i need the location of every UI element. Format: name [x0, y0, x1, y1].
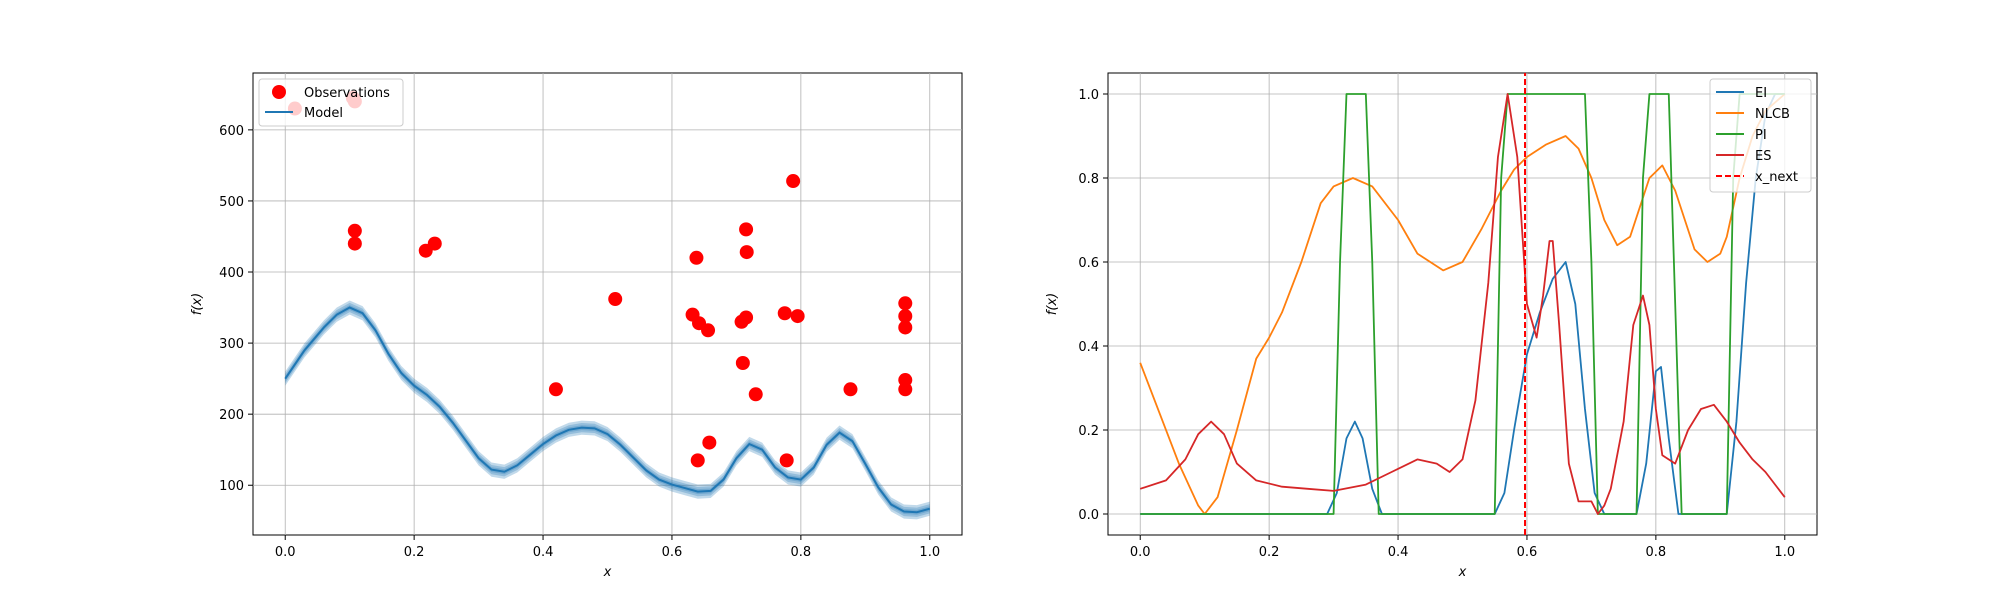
observation-point	[779, 453, 794, 468]
x-tick-label: 1.0	[919, 545, 940, 560]
x-tick-label: 0.6	[662, 545, 683, 560]
acquisition-plot-legend: EI NLCB PI ES x_next	[1709, 78, 1812, 193]
x-tick-label: 0.0	[1130, 545, 1151, 560]
observation-point	[748, 387, 763, 402]
model-plot-legend: Observations Model	[258, 78, 404, 127]
model-mean-line	[284, 306, 931, 514]
y-tick-label: 400	[219, 266, 244, 281]
y-tick-label: 500	[219, 195, 244, 210]
series-line-ei	[1140, 93, 1785, 515]
y-tick-label: 0.2	[1078, 424, 1099, 439]
x-tick-label: 0.8	[1646, 545, 1667, 560]
x-tick-label: 0.4	[533, 545, 554, 560]
observation-point	[843, 382, 858, 397]
observation-point	[777, 306, 792, 321]
x-tick-label: 0.0	[275, 545, 296, 560]
y-tick-label: 0.0	[1078, 508, 1099, 523]
legend-label-x-next: x_next	[1755, 170, 1798, 185]
observation-point	[898, 296, 913, 311]
observation-point	[898, 309, 913, 324]
model-plot-panel: 0.0 0.2 0.4 0.6 0.8 1.0 100 200 300 400 500 600 x f…	[190, 72, 963, 580]
legend-model-label: Model	[304, 106, 343, 121]
y-tick-label: 1.0	[1078, 88, 1099, 103]
model-plot-marks	[284, 90, 931, 520]
acquisition-plot-panel: 0.0 0.2 0.4 0.6 0.8 1.0 0.0 0.2 0.4 0.6 0.8 1.0 x f…	[1045, 72, 1818, 580]
legend-label-ei: EI	[1755, 86, 1767, 101]
acquisition-legend-box	[1709, 78, 1812, 193]
legend-label-pi: PI	[1755, 128, 1767, 143]
y-tick-label: 0.8	[1078, 172, 1099, 187]
legend-label-es: ES	[1755, 149, 1771, 164]
acquisition-plot-marks	[1139, 73, 1786, 535]
observation-point	[735, 355, 750, 370]
x-tick-label: 0.2	[404, 545, 425, 560]
legend-label-nlcb: NLCB	[1755, 107, 1790, 122]
acquisition-plot-frame	[1107, 72, 1818, 536]
observation-point	[898, 320, 913, 335]
observation-point	[608, 292, 623, 307]
y-tick-label: 100	[219, 479, 244, 494]
series-line-pi	[1140, 93, 1785, 515]
model-plot-grid	[253, 73, 962, 535]
model-plot-legend-box	[258, 78, 404, 127]
y-tick-label: 200	[219, 408, 244, 423]
observation-point	[689, 250, 704, 265]
y-tick-label: 0.6	[1078, 256, 1099, 271]
x-tick-label: 0.6	[1517, 545, 1538, 560]
observation-point	[739, 222, 754, 237]
x-tick-label: 1.0	[1774, 545, 1795, 560]
observation-point	[347, 236, 362, 251]
x-tick-label: 0.8	[791, 545, 812, 560]
acquisition-plot-y-axis-label: f(x)	[1045, 293, 1060, 315]
model-uncertainty-band	[285, 300, 930, 520]
observation-point	[739, 245, 754, 260]
observation-point	[739, 310, 754, 325]
observation-point	[898, 382, 913, 397]
model-plot-x-axis-label: x	[603, 565, 612, 580]
y-tick-label: 600	[219, 124, 244, 139]
y-tick-label: 0.4	[1078, 340, 1099, 355]
observation-point	[786, 174, 801, 189]
legend-observations-marker	[272, 85, 286, 99]
observation-point	[790, 309, 805, 324]
observation-point	[690, 453, 705, 468]
x-tick-label: 0.4	[1388, 545, 1409, 560]
model-plot-y-axis-label: f(x)	[190, 293, 205, 315]
observation-point	[702, 435, 717, 450]
model-plot-frame	[252, 72, 963, 536]
observation-point	[701, 323, 716, 338]
acquisition-plot-ticks: 0.0 0.2 0.4 0.6 0.8 1.0 0.0 0.2 0.4 0.6 0.8 1.0	[1078, 88, 1795, 560]
series-line-es	[1139, 93, 1786, 515]
y-tick-label: 300	[219, 337, 244, 352]
legend-observations-label: Observations	[304, 86, 390, 101]
observation-point	[347, 223, 362, 238]
observation-point	[548, 382, 563, 397]
acquisition-plot-x-axis-label: x	[1458, 565, 1467, 580]
observation-point	[427, 236, 442, 251]
model-plot-ticks: 0.0 0.2 0.4 0.6 0.8 1.0 100 200 300 400 500 600	[219, 124, 940, 560]
x-tick-label: 0.2	[1259, 545, 1280, 560]
